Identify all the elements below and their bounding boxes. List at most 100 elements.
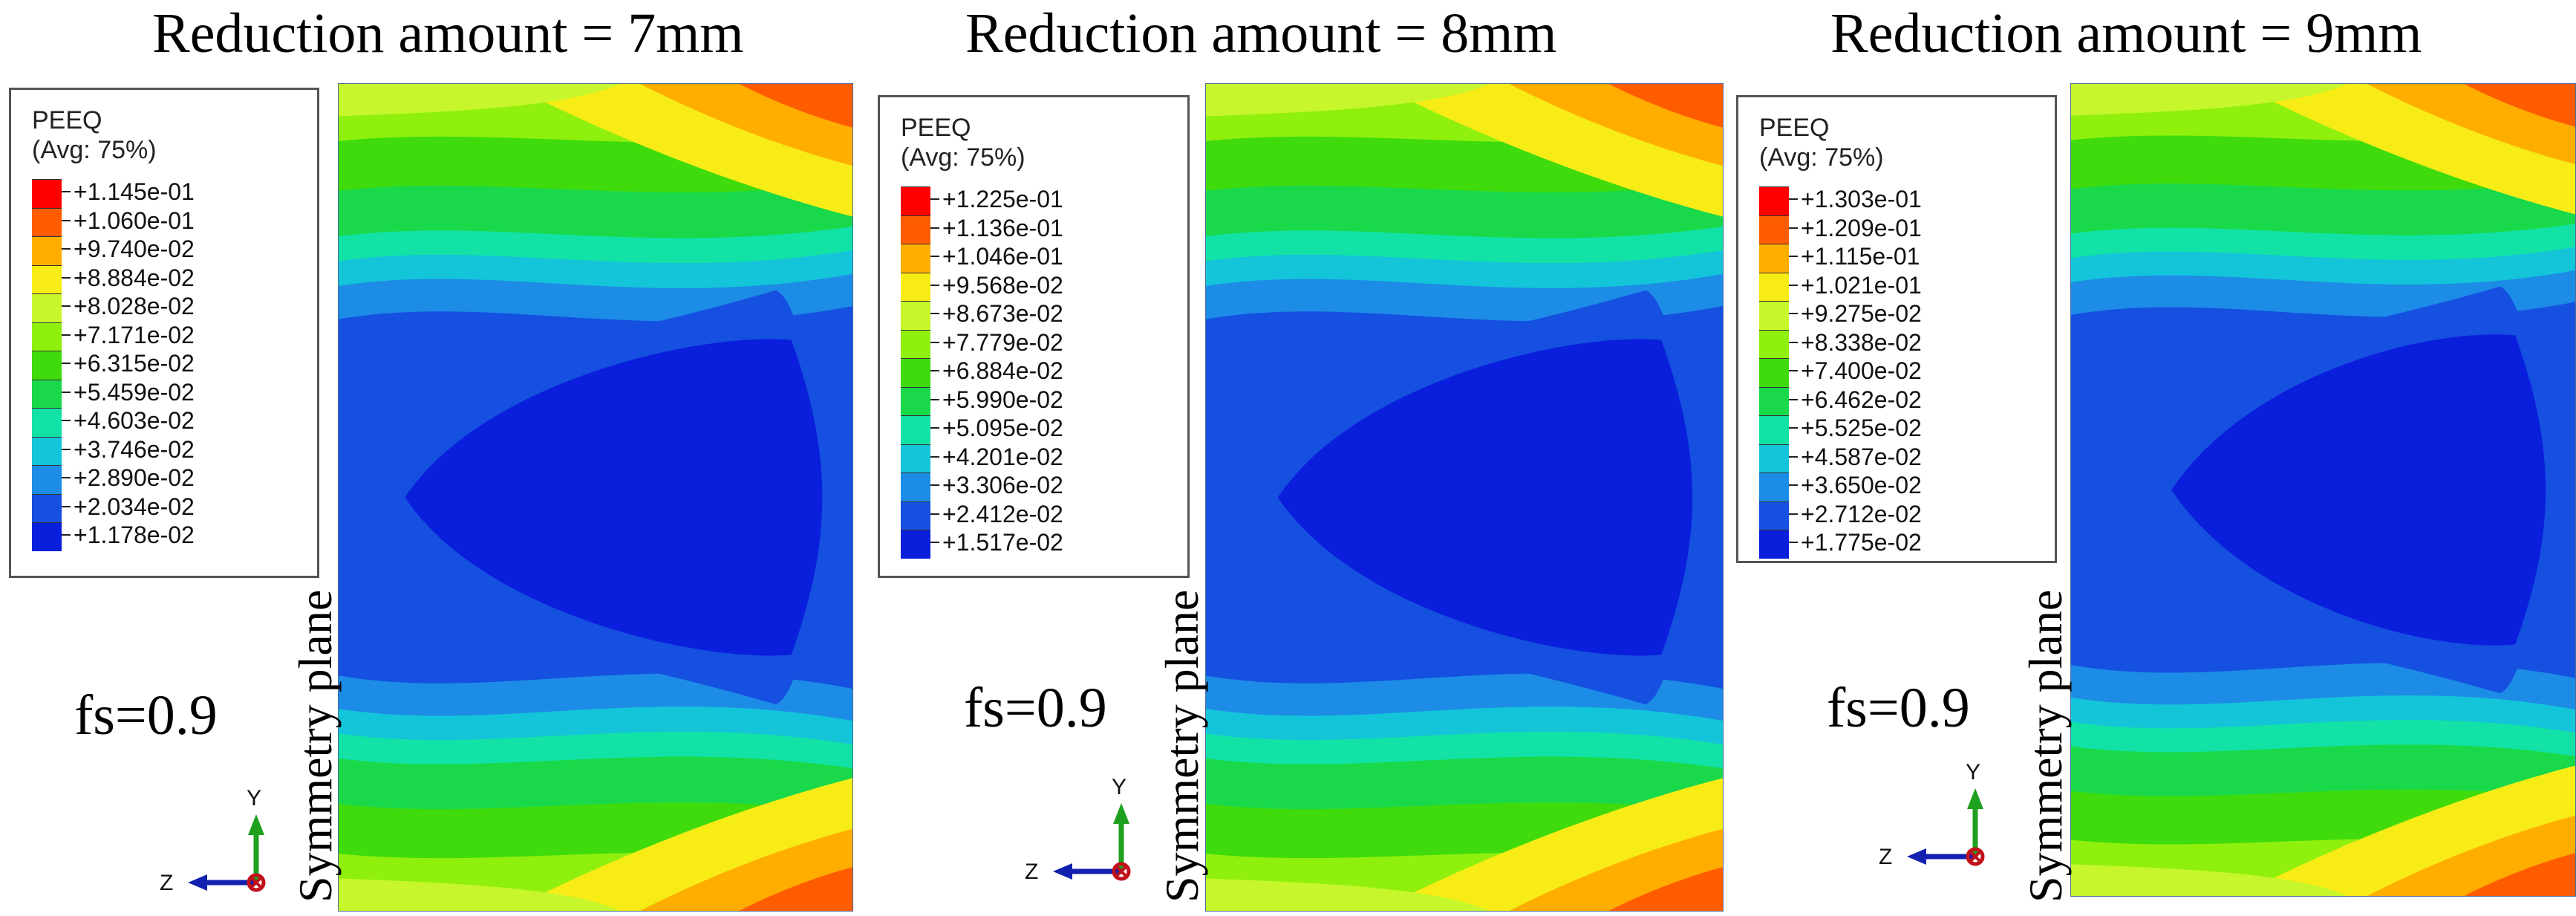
legend-value: +2.034e-02: [74, 493, 195, 520]
legend-value: +1.145e-01: [74, 178, 195, 205]
contour-band: [2070, 83, 2349, 116]
legend-value: +1.136e-01: [942, 214, 1063, 241]
legend-tick: [930, 341, 939, 343]
legend-value: +3.650e-02: [1801, 472, 1922, 498]
legend-band: [1759, 186, 1789, 215]
legend-tick: [930, 398, 939, 400]
legend-tick: [62, 305, 71, 307]
legend-value: +2.712e-02: [1801, 500, 1922, 527]
legend-averaging: (Avg: 75%): [901, 143, 1025, 172]
legend-band: [32, 465, 62, 494]
legend-tick: [930, 198, 939, 200]
hot-spot: [1607, 867, 1724, 912]
legend-tick: [1789, 398, 1798, 400]
contour-band: [405, 339, 823, 656]
legend-value: +6.315e-02: [74, 350, 195, 377]
legend-tick: [930, 542, 939, 543]
legend-value: +3.306e-02: [942, 472, 1063, 498]
legend-tick: [1789, 227, 1798, 229]
friction-label: fs=0.9: [1827, 677, 1970, 739]
symmetry-plane-label: Symmetry plane: [2019, 589, 2072, 903]
legend-band: [1759, 244, 1789, 273]
legend-tick: [930, 427, 939, 429]
legend-value: +1.046e-01: [942, 243, 1063, 270]
legend-tick: [62, 448, 71, 450]
legend-band: [1759, 386, 1789, 415]
legend-tick: [930, 455, 939, 458]
legend-value: +5.459e-02: [74, 378, 195, 406]
legend-band: [901, 186, 930, 215]
y-axis-label: Y: [1112, 775, 1126, 799]
legend-value: +6.462e-02: [1801, 386, 1922, 413]
legend-value: +1.060e-01: [74, 207, 195, 234]
legend-band: [32, 264, 62, 293]
legend-band: [1759, 358, 1789, 387]
legend-tick: [1789, 256, 1798, 257]
legend-tick: [930, 256, 939, 257]
legend-band: [32, 179, 62, 208]
panel-title-9mm: Reduction amount = 9mm: [1830, 2, 2422, 65]
legend-8mm: PEEQ (Avg: 75%) +1.225e-01 +1.136e-01 +1.0…: [878, 95, 1190, 578]
legend-band: [32, 493, 62, 522]
legend-value: +8.028e-02: [74, 293, 195, 319]
mesh-outline: [1205, 83, 1724, 912]
friction-label: fs=0.9: [74, 684, 218, 747]
legend-band: [901, 244, 930, 273]
legend-band: [901, 215, 930, 244]
panel-title-7mm: Reduction amount = 7mm: [152, 2, 744, 65]
legend-value: +5.990e-02: [942, 386, 1063, 413]
legend-value: +9.568e-02: [942, 271, 1063, 299]
legend-band: [1759, 501, 1789, 530]
legend-band: [32, 379, 62, 408]
legend-value: +1.517e-02: [942, 529, 1063, 556]
legend-band: [901, 530, 930, 559]
legend-band: [1759, 329, 1789, 358]
legend-tick: [62, 420, 71, 421]
legend-value: +9.275e-02: [1801, 300, 1922, 327]
y-axis-label: Y: [1966, 760, 1980, 785]
legend-band: [901, 501, 930, 530]
legend-band: [901, 472, 930, 501]
legend-tick: [62, 505, 71, 507]
legend-tick: [1789, 484, 1798, 486]
legend-band: [1759, 415, 1789, 444]
legend-tick: [930, 513, 939, 515]
legend-band: [1759, 272, 1789, 301]
legend-value: +2.412e-02: [942, 500, 1063, 527]
legend-value: +1.178e-02: [74, 522, 195, 548]
legend-band: [32, 207, 62, 236]
legend-value: +7.171e-02: [74, 321, 195, 348]
legend-value: +8.673e-02: [942, 300, 1063, 327]
legend-tick: [930, 227, 939, 229]
z-axis-label: Z: [160, 871, 173, 895]
legend-tick: [62, 276, 71, 279]
axis-triad: Y Z: [160, 786, 266, 895]
legend-value: +1.209e-01: [1801, 214, 1922, 241]
z-axis-label: Z: [1879, 845, 1892, 869]
legend-band: [1759, 301, 1789, 330]
legend-band: [901, 358, 930, 387]
contour-band: [338, 83, 622, 117]
legend-tick: [62, 391, 71, 393]
peeq-contour-9mm: [2070, 83, 2576, 897]
legend-variable: PEEQ: [1759, 114, 1830, 142]
legend-band: [32, 436, 62, 465]
legend-value: +3.746e-02: [74, 435, 195, 463]
legend-band: [32, 408, 62, 437]
legend-band: [901, 301, 930, 330]
legend-tick: [1789, 341, 1798, 343]
legend-value: +4.587e-02: [1801, 443, 1922, 470]
legend-9mm: PEEQ (Avg: 75%) +1.303e-01 +1.209e-01 +1.1…: [1736, 95, 2057, 563]
legend-tick: [930, 284, 939, 286]
legend-value: +2.890e-02: [74, 464, 195, 491]
legend-tick: [62, 363, 71, 364]
legend-tick: [1789, 313, 1798, 314]
contour-band: [2171, 334, 2546, 646]
legend-value: +7.400e-02: [1801, 357, 1922, 384]
legend-band: [901, 329, 930, 358]
legend-tick: [62, 248, 71, 250]
legend-value: +5.095e-02: [942, 415, 1063, 441]
legend-tick: [930, 313, 939, 314]
legend-tick: [1789, 284, 1798, 286]
